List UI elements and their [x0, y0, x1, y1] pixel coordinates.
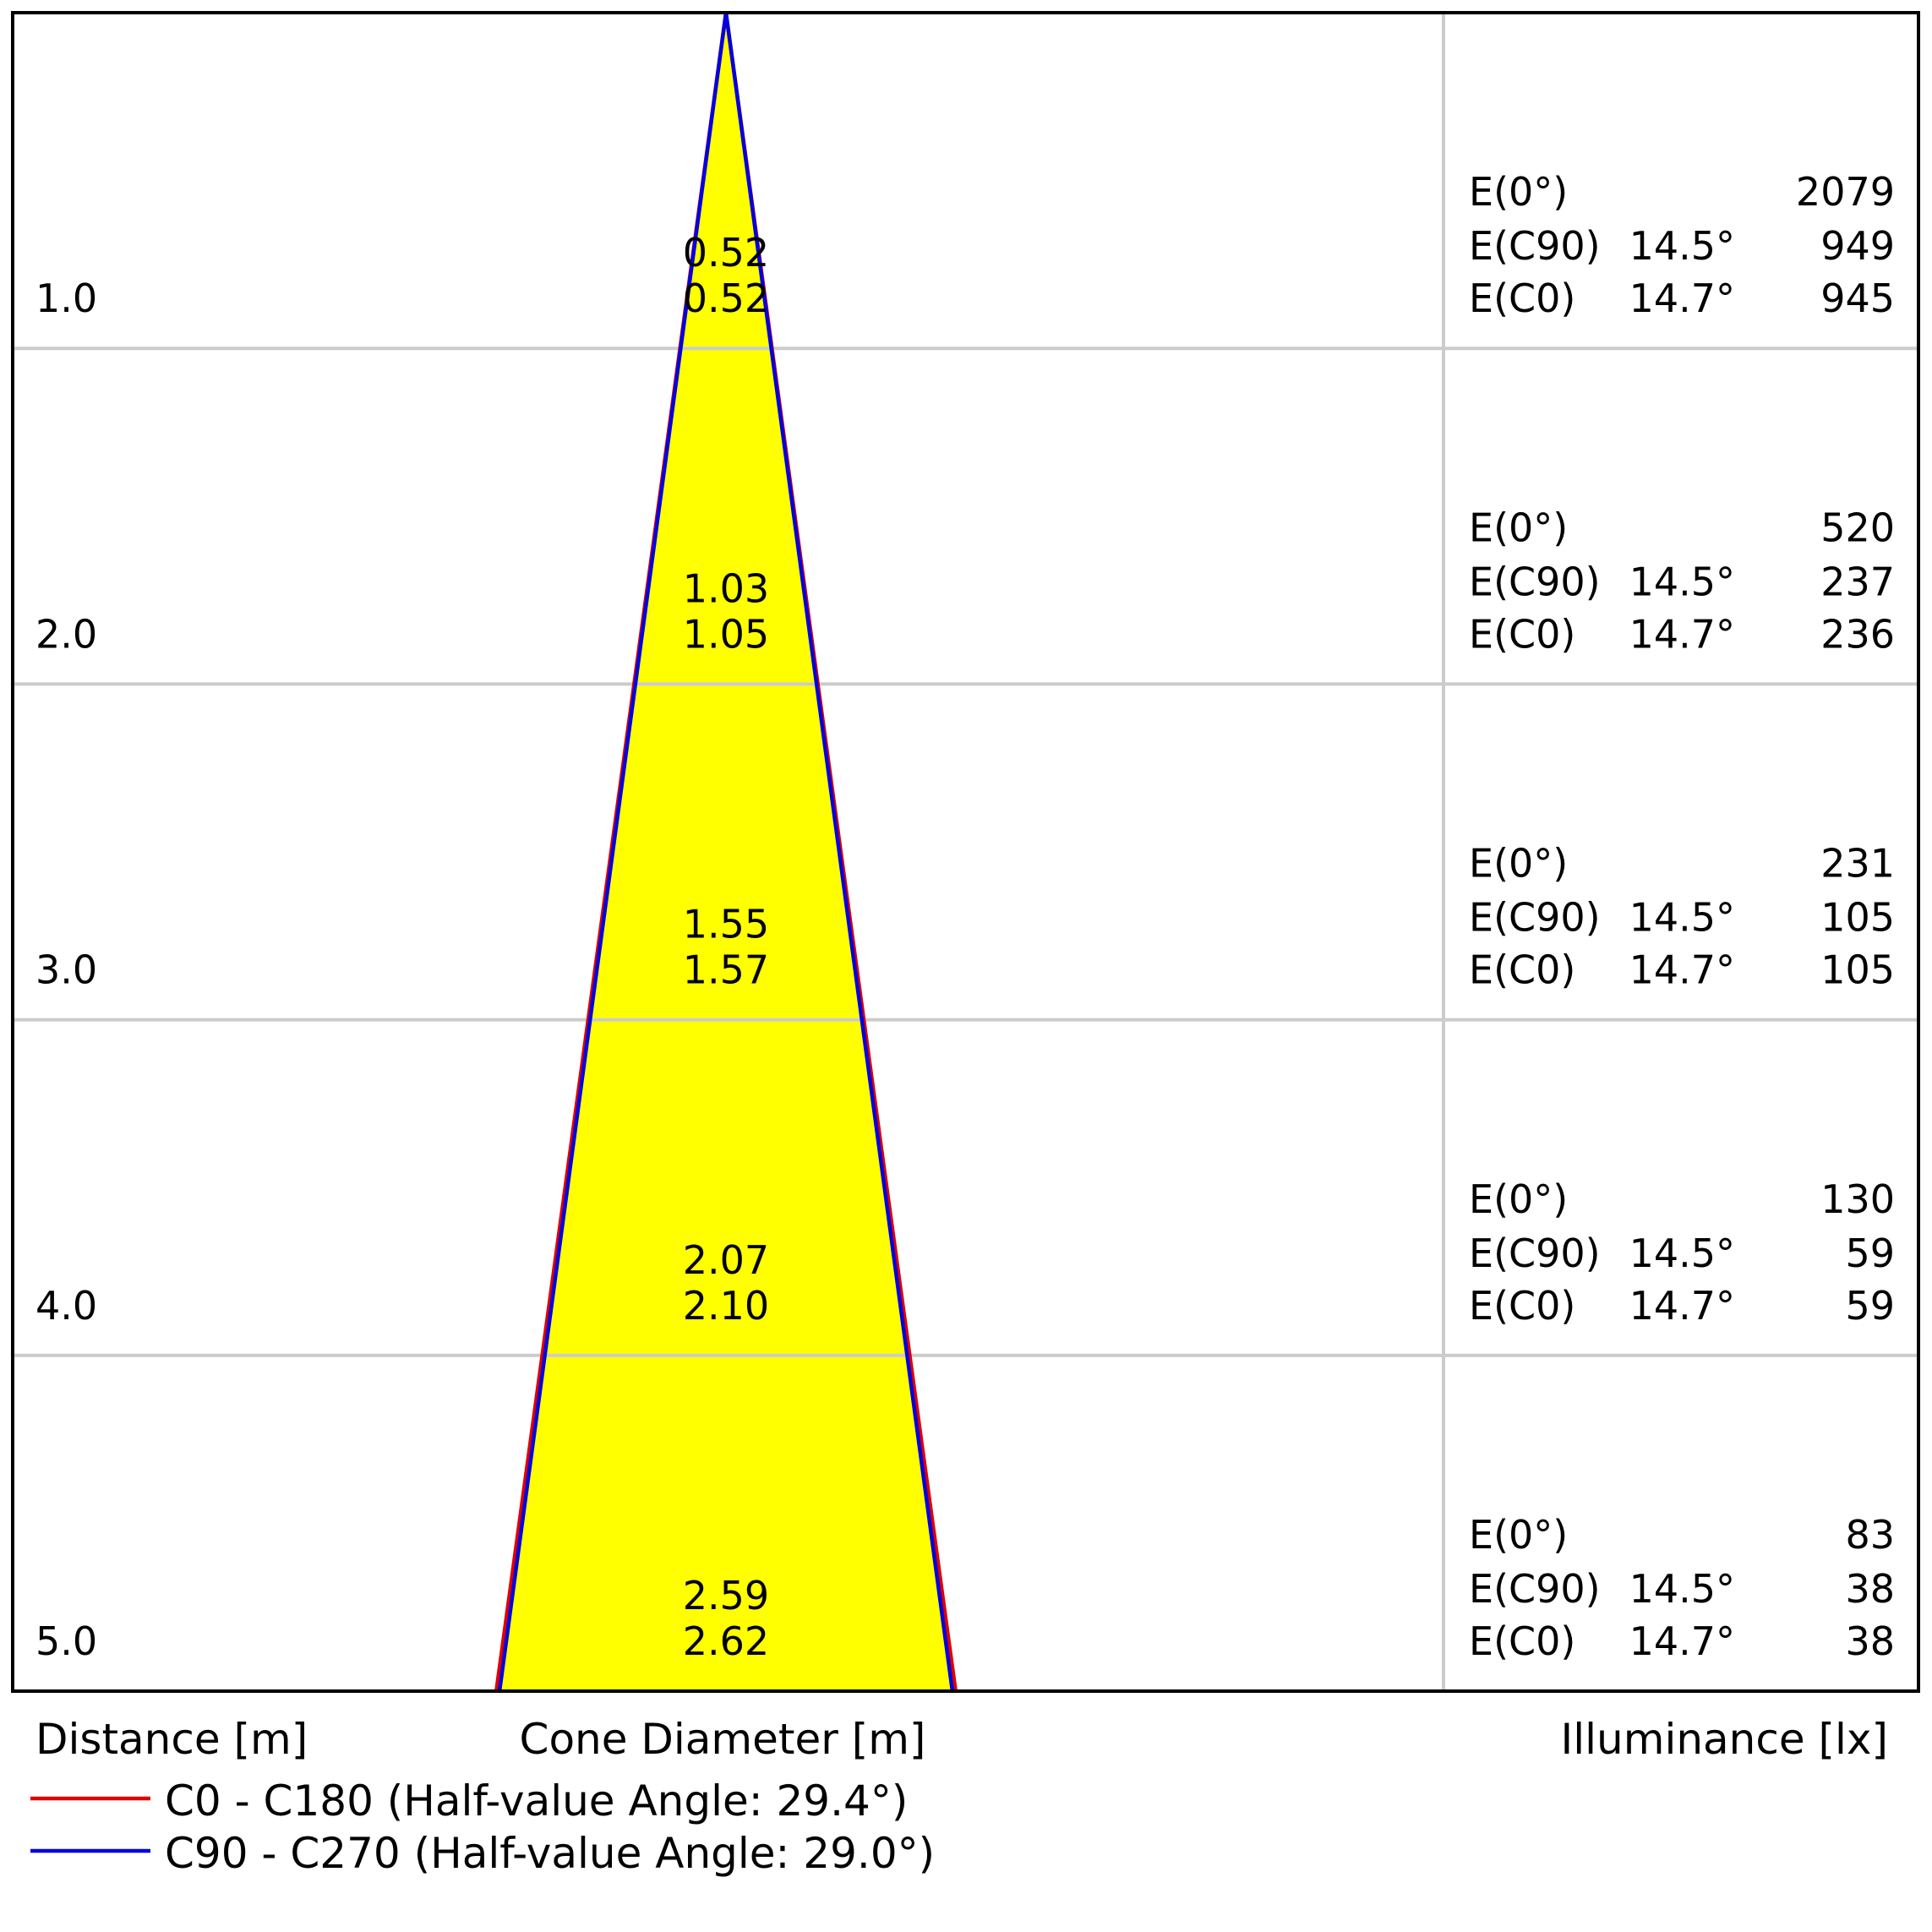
- illuminance-ec90-value: 105: [1820, 895, 1895, 941]
- illuminance-ec90-label: E(C90): [1469, 223, 1601, 269]
- cone-diameter-c90: 1.03: [683, 565, 769, 611]
- cone-diameter-c0: 0.52: [683, 276, 769, 321]
- illuminance-ec0-value: 105: [1820, 947, 1895, 993]
- illuminance-ec0-angle: 14.7°: [1629, 1283, 1735, 1329]
- illuminance-ec0-angle: 14.7°: [1629, 947, 1735, 993]
- distance-label: 3.0: [35, 947, 97, 993]
- illuminance-ec0-label: E(C0): [1469, 1618, 1575, 1664]
- illuminance-ec90-angle: 14.5°: [1629, 895, 1735, 941]
- illuminance-ec0-value: 59: [1845, 1283, 1895, 1329]
- cone-diameter-c0: 1.05: [683, 611, 769, 657]
- cone-diameter-c90: 1.55: [683, 902, 769, 947]
- illuminance-e0-value: 130: [1820, 1176, 1895, 1222]
- illuminance-ec90-value: 237: [1820, 559, 1895, 604]
- illuminance-e0-value: 2079: [1796, 169, 1895, 215]
- cone-fill: [499, 13, 952, 1691]
- illuminance-ec90-value: 59: [1845, 1231, 1895, 1276]
- distance-axis-label: Distance [m]: [35, 1715, 308, 1764]
- illuminance-ec0-label: E(C0): [1469, 276, 1575, 321]
- illuminance-ec90-value: 38: [1845, 1566, 1895, 1612]
- illuminance-ec0-label: E(C0): [1469, 611, 1575, 657]
- chart-frame: [11, 11, 1920, 1693]
- illuminance-e0-label: E(0°): [1469, 841, 1568, 887]
- illuminance-ec0-angle: 14.7°: [1629, 611, 1735, 657]
- cone-diameter-axis-label: Cone Diameter [m]: [520, 1715, 926, 1764]
- illuminance-e0-label: E(0°): [1469, 1512, 1568, 1558]
- illuminance-e0-value: 520: [1820, 505, 1895, 550]
- illuminance-ec90-value: 949: [1820, 223, 1895, 269]
- illuminance-ec0-angle: 14.7°: [1629, 1618, 1735, 1664]
- illuminance-ec90-angle: 14.5°: [1629, 559, 1735, 604]
- illuminance-e0-label: E(0°): [1469, 1176, 1568, 1222]
- illuminance-ec90-angle: 14.5°: [1629, 1566, 1735, 1612]
- illuminance-ec90-label: E(C90): [1469, 1231, 1601, 1276]
- illuminance-ec0-value: 945: [1820, 276, 1895, 321]
- distance-label: 1.0: [35, 276, 97, 321]
- illuminance-ec90-angle: 14.5°: [1629, 1231, 1735, 1276]
- illuminance-ec0-angle: 14.7°: [1629, 276, 1735, 321]
- illuminance-ec90-label: E(C90): [1469, 559, 1601, 604]
- illuminance-ec90-label: E(C90): [1469, 1566, 1601, 1612]
- illuminance-ec90-angle: 14.5°: [1629, 223, 1735, 269]
- illuminance-ec0-label: E(C0): [1469, 947, 1575, 993]
- cone-diameter-c90: 2.07: [683, 1237, 769, 1283]
- distance-label: 5.0: [35, 1618, 97, 1664]
- illuminance-e0-value: 231: [1820, 841, 1895, 887]
- cone-diameter-c0: 1.57: [683, 947, 769, 993]
- distance-label: 4.0: [35, 1283, 97, 1329]
- cone-diameter-c90: 2.59: [683, 1573, 769, 1618]
- illuminance-e0-label: E(0°): [1469, 505, 1568, 550]
- cone-diameter-c90: 0.52: [683, 230, 769, 276]
- illuminance-axis-label: Illuminance [lx]: [1561, 1715, 1888, 1764]
- illuminance-ec90-label: E(C90): [1469, 895, 1601, 941]
- legend-entry-c0: C0 - C180 (Half-value Angle: 29.4°): [165, 1776, 908, 1826]
- legend-entry-c90: C90 - C270 (Half-value Angle: 29.0°): [165, 1829, 935, 1878]
- cone-diameter-c0: 2.62: [683, 1618, 769, 1664]
- illuminance-e0-value: 83: [1845, 1512, 1895, 1558]
- illuminance-ec0-value: 236: [1820, 611, 1895, 657]
- illuminance-ec0-value: 38: [1845, 1618, 1895, 1664]
- illuminance-e0-label: E(0°): [1469, 169, 1568, 215]
- cone-diameter-c0: 2.10: [683, 1283, 769, 1329]
- illuminance-ec0-label: E(C0): [1469, 1283, 1575, 1329]
- distance-label: 2.0: [35, 611, 97, 657]
